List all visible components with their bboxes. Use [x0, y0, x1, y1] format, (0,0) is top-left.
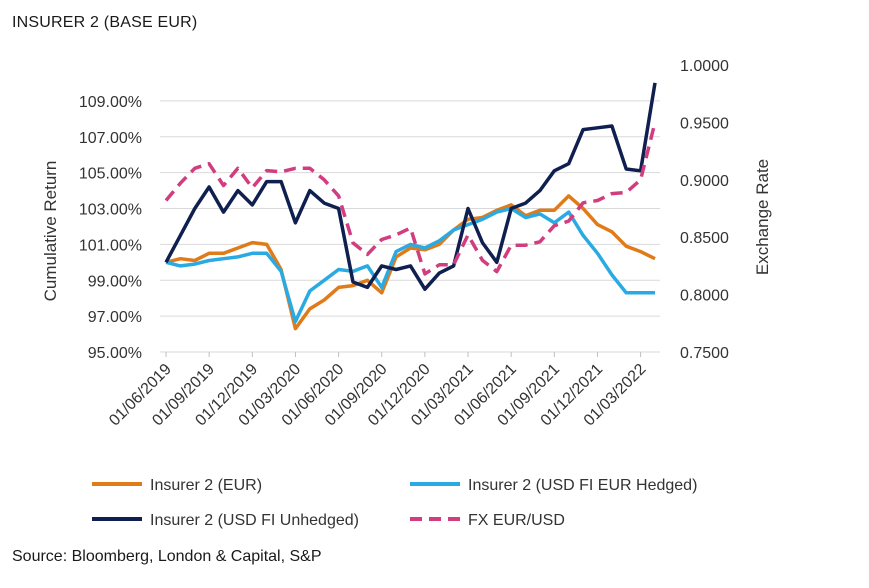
y2-tick-label: 1.0000	[680, 58, 729, 75]
y-tick-label: 99.00%	[88, 273, 142, 290]
y-tick-label: 101.00%	[79, 237, 142, 254]
gridlines	[160, 100, 660, 353]
y-axis-title: Cumulative Return	[41, 161, 60, 302]
y2-tick-label: 0.9500	[680, 115, 729, 132]
series-line	[164, 82, 657, 291]
series-line	[165, 206, 655, 324]
series-line	[164, 121, 657, 276]
y2-tick-label: 0.9000	[680, 173, 729, 190]
legend-label: Insurer 2 (EUR)	[150, 477, 262, 494]
y-tick-label: 109.00%	[79, 94, 142, 111]
legend-label: Insurer 2 (USD FI Unhedged)	[150, 512, 359, 529]
y2-axis-title: Exchange Rate	[753, 159, 772, 275]
y-tick-label: 107.00%	[79, 130, 142, 147]
chart-title: INSURER 2 (BASE EUR)	[12, 14, 198, 31]
y-axis-ticks: 95.00% 97.00% 99.00% 101.00% 103.00% 105.00% 1…	[79, 94, 142, 362]
y-tick-label: 97.00%	[88, 309, 142, 326]
y-tick-label: 95.00%	[88, 345, 142, 362]
legend-label: Insurer 2 (USD FI EUR Hedged)	[468, 477, 697, 494]
y-tick-label: 105.00%	[79, 166, 142, 183]
series-lines	[164, 82, 657, 331]
series-line	[165, 194, 656, 331]
y2-axis-ticks: 0.7500 0.8000 0.8500 0.9000 0.9500 1.0000	[680, 58, 729, 362]
x-axis-ticks: 01/06/201901/09/201901/12/201901/03/2020…	[106, 352, 650, 429]
legend-label: FX EUR/USD	[468, 512, 565, 529]
source-note: Source: Bloomberg, London & Capital, S&P	[12, 548, 322, 565]
y2-tick-label: 0.7500	[680, 345, 729, 362]
y2-tick-label: 0.8000	[680, 288, 729, 305]
legend: Insurer 2 (EUR) Insurer 2 (USD FI EUR Hed…	[92, 477, 697, 529]
y-tick-label: 103.00%	[79, 202, 142, 219]
y2-tick-label: 0.8500	[680, 230, 729, 247]
